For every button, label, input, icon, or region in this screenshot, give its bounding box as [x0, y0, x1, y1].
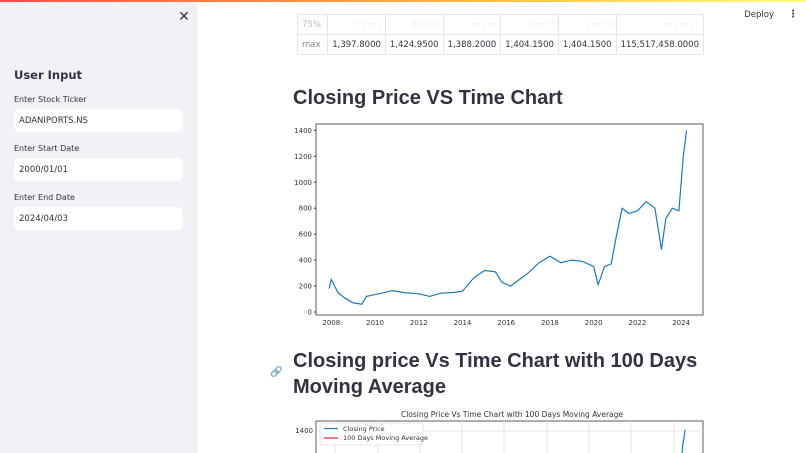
table-row-max: max 1,397.8000 1,424.9500 1,388.2000 1,4… — [296, 34, 705, 55]
close-sidebar-button[interactable]: ✕ — [176, 9, 192, 25]
svg-text:2018: 2018 — [541, 319, 559, 327]
table-row: 75% · · · · · · · · · · · · · · · · · · · · ·… — [296, 14, 705, 35]
header-actions: Deploy ⋮ — [744, 9, 798, 20]
svg-text:100 Days Moving Average: 100 Days Moving Average — [343, 434, 428, 442]
sidebar-title: User Input — [14, 68, 83, 82]
svg-text:0: 0 — [308, 309, 312, 317]
svg-text:Closing Price Vs Time Chart wi: Closing Price Vs Time Chart with 100 Day… — [401, 410, 623, 419]
close-icon: ✕ — [178, 9, 190, 25]
svg-text:2008: 2008 — [322, 319, 340, 327]
svg-text:200: 200 — [299, 283, 312, 291]
svg-text:Closing Price: Closing Price — [343, 425, 385, 433]
deploy-button[interactable]: Deploy — [744, 9, 774, 20]
link-icon[interactable]: 🔗 — [270, 367, 283, 378]
end-date-input[interactable]: 2024/04/03 — [14, 207, 183, 230]
chart2-heading: Closing price Vs Time Chart with 100 Day… — [293, 350, 698, 398]
start-date-label: Enter Start Date — [14, 144, 80, 153]
svg-text:600: 600 — [299, 231, 312, 239]
svg-text:1400: 1400 — [295, 427, 313, 435]
svg-text:1000: 1000 — [294, 179, 312, 187]
svg-text:2024: 2024 — [672, 319, 690, 327]
end-date-label: Enter End Date — [14, 193, 75, 202]
start-date-input[interactable]: 2000/01/01 — [14, 158, 183, 181]
kebab-menu-icon[interactable]: ⋮ — [788, 9, 798, 20]
ticker-label: Enter Stock Ticker — [14, 95, 87, 104]
svg-text:800: 800 — [299, 205, 312, 213]
ticker-input[interactable]: ADANIPORTS.NS — [14, 109, 183, 132]
svg-text:2016: 2016 — [497, 319, 515, 327]
svg-text:2022: 2022 — [628, 319, 646, 327]
chart-legend — [319, 422, 424, 446]
chart1-heading: Closing Price VS Time Chart — [293, 87, 563, 109]
stats-table: 75% · · · · · · · · · · · · · · · · · · · · ·… — [296, 14, 705, 55]
svg-text:2020: 2020 — [585, 319, 603, 327]
svg-text:400: 400 — [299, 257, 312, 265]
closing-price-chart: 0 200 400 600 800 1000 1200 1400 2008 2010 2012 20… — [294, 123, 704, 327]
top-decoration-bar — [0, 0, 806, 2]
svg-text:2014: 2014 — [454, 319, 472, 327]
svg-text:2012: 2012 — [410, 319, 428, 327]
svg-text:1400: 1400 — [294, 127, 312, 135]
svg-text:2010: 2010 — [366, 319, 384, 327]
moving-average-chart: Closing Price Vs Time Chart with 100 Day… — [295, 410, 704, 453]
svg-text:1200: 1200 — [294, 153, 312, 161]
sidebar: ✕ User Input Enter Stock Ticker ADANIPOR… — [0, 2, 198, 453]
